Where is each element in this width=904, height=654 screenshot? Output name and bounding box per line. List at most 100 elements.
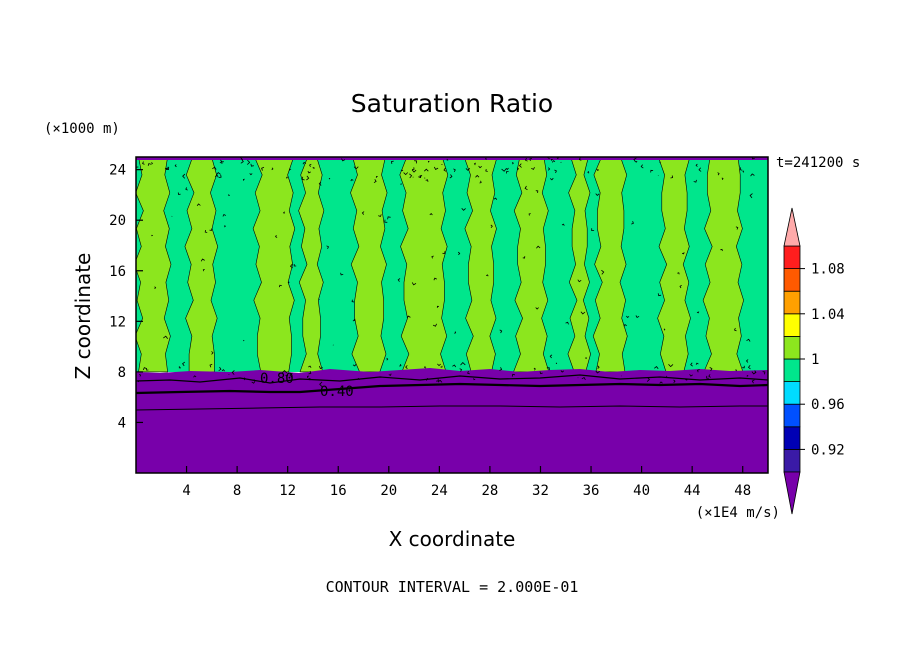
noise-fragment — [224, 225, 226, 228]
time-label: t=241200 s — [776, 155, 860, 171]
noise-fragment — [163, 335, 169, 339]
noise-fragment — [746, 374, 749, 377]
noise-fragment — [706, 375, 709, 379]
noise-fragment — [437, 379, 443, 383]
noise-fragment — [695, 163, 698, 167]
noise-fragment — [499, 329, 503, 334]
noise-fragment — [177, 192, 181, 195]
noise-fragment — [182, 173, 186, 179]
noise-fragment — [659, 381, 663, 384]
noise-fragment — [595, 370, 600, 374]
noise-fragment — [409, 173, 413, 179]
noise-fragment — [677, 272, 680, 275]
noise-fragment — [419, 175, 423, 179]
noise-fragment — [281, 370, 288, 374]
x-tick-label: 24 — [431, 483, 448, 499]
noise-fragment — [151, 234, 153, 237]
noise-fragment — [212, 166, 217, 170]
x-tick-label: 36 — [583, 483, 600, 499]
noise-fragment — [309, 163, 312, 167]
noise-fragment — [293, 264, 297, 267]
y-axis-label: Z coordinate — [71, 253, 95, 380]
noise-fragment — [490, 224, 493, 228]
noise-fragment — [578, 157, 582, 161]
x-tick-label: 4 — [182, 483, 190, 499]
noise-fragment — [580, 311, 586, 315]
noise-fragment — [473, 162, 477, 166]
noise-fragment — [453, 168, 456, 173]
noise-fragment — [735, 226, 739, 230]
noise-fragment — [411, 282, 417, 286]
y-tick-label: 20 — [109, 213, 126, 229]
noise-fragment — [742, 365, 745, 369]
noise-fragment — [411, 167, 415, 170]
small-contour-noise — [136, 157, 766, 387]
noise-fragment — [518, 163, 522, 168]
column-band — [252, 157, 296, 373]
noise-fragment — [319, 365, 323, 370]
noise-fragment — [388, 373, 392, 376]
noise-fragment — [147, 163, 152, 166]
colorbar-over-arrow — [783, 207, 801, 247]
noise-fragment — [202, 269, 205, 272]
colorbar-tick-label: 1 — [811, 352, 819, 368]
noise-fragment — [681, 252, 685, 255]
noise-fragment — [554, 169, 557, 174]
noise-fragment — [449, 174, 453, 179]
noise-fragment — [522, 256, 526, 259]
noise-fragment — [242, 178, 245, 181]
noise-fragment — [485, 168, 488, 172]
noise-fragment — [151, 162, 153, 165]
noise-fragment — [353, 166, 359, 170]
noise-fragment — [307, 375, 310, 378]
noise-fragment — [301, 176, 305, 181]
noise-fragment — [289, 372, 293, 378]
noise-fragment — [312, 167, 315, 169]
noise-fragment — [721, 177, 724, 181]
noise-fragment — [505, 167, 509, 170]
noise-fragment — [536, 245, 541, 249]
noise-fragment — [390, 160, 394, 164]
noise-fragment — [696, 311, 700, 314]
noise-fragment — [747, 365, 751, 370]
colorbar-swatch — [783, 335, 801, 360]
noise-fragment — [405, 365, 408, 369]
noise-fragment — [427, 160, 430, 163]
x-tick-label: 44 — [684, 483, 701, 499]
noise-fragment — [601, 269, 605, 275]
noise-fragment — [142, 367, 147, 371]
noise-fragment — [356, 377, 360, 380]
noise-fragment — [243, 339, 245, 342]
noise-fragment — [585, 357, 588, 359]
noise-fragment — [742, 170, 745, 173]
noise-fragment — [271, 167, 274, 171]
noise-fragment — [666, 375, 668, 377]
noise-fragment — [475, 174, 480, 178]
noise-fragment — [196, 203, 201, 207]
noise-fragment — [551, 159, 553, 161]
noise-fragment — [319, 381, 323, 387]
y-tick-label: 4 — [118, 415, 126, 431]
noise-fragment — [654, 366, 659, 370]
noise-fragment — [670, 175, 674, 179]
noise-fragment — [506, 171, 509, 174]
noise-fragment — [250, 163, 254, 167]
noise-fragment — [286, 176, 289, 179]
contour-label-0.80: 0.80 — [260, 371, 294, 387]
colorbar-swatch — [783, 381, 801, 405]
noise-fragment — [221, 369, 225, 372]
noise-fragment — [581, 376, 586, 380]
y-tick-label: 12 — [109, 314, 126, 330]
noise-fragment — [341, 158, 346, 162]
chart-title: Saturation Ratio — [351, 89, 553, 118]
colorbar-swatch — [783, 268, 801, 292]
noise-fragment — [565, 321, 569, 325]
noise-fragment — [178, 366, 181, 369]
y-axis-ticks: 4 8 12 16 20 24 — [109, 163, 143, 431]
noise-fragment — [443, 167, 447, 172]
noise-fragment — [640, 164, 644, 169]
noise-fragment — [218, 366, 222, 372]
noise-fragment — [200, 258, 205, 262]
noise-fragment — [387, 216, 391, 220]
noise-fragment — [695, 362, 699, 365]
